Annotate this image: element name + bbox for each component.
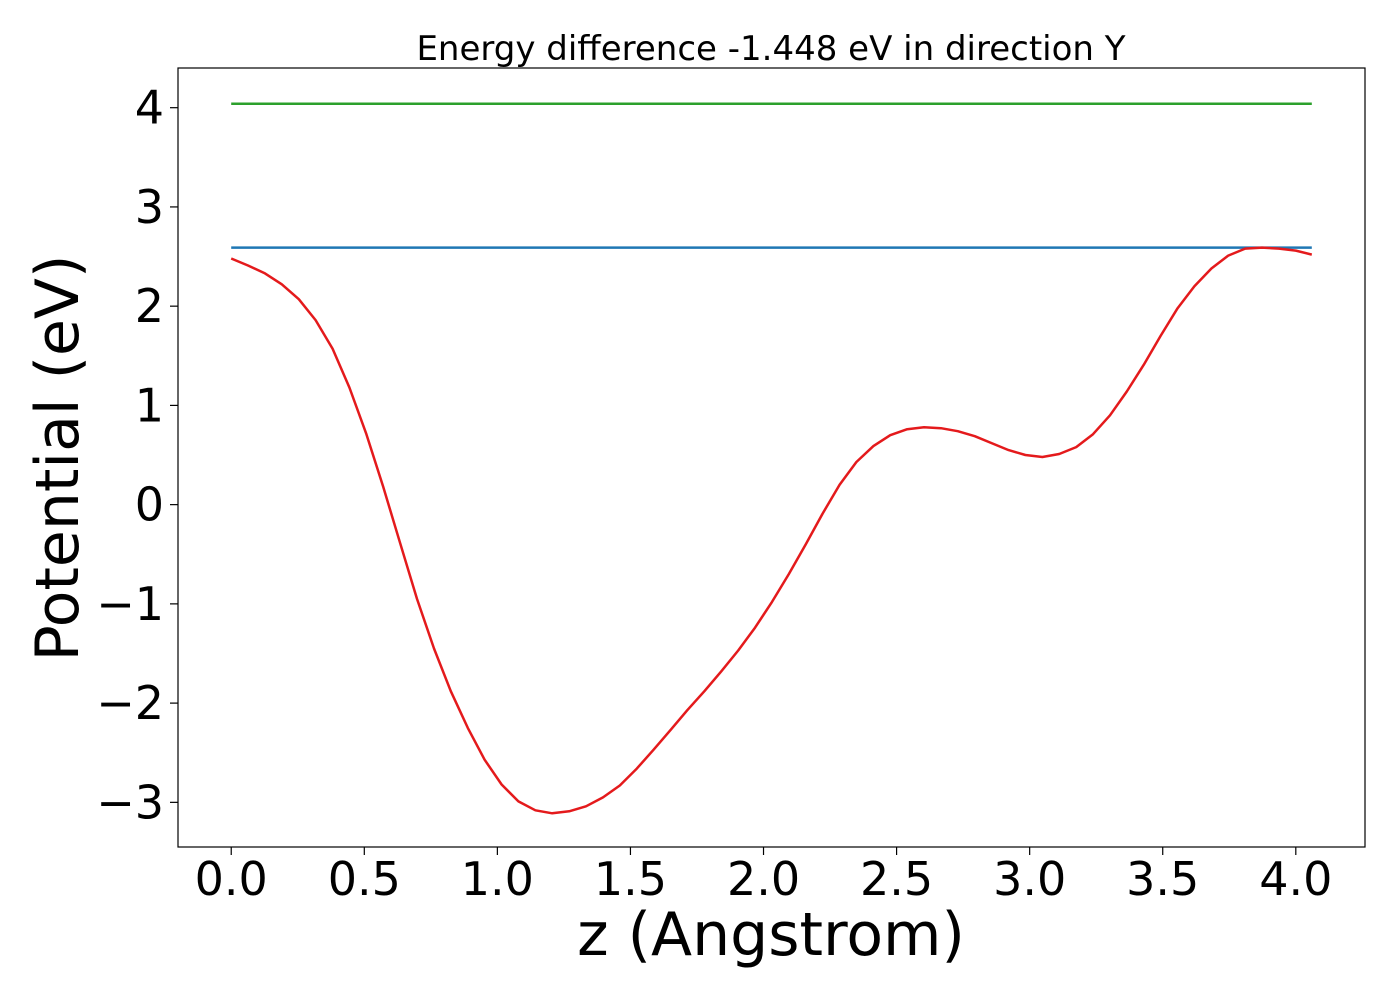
series-layer <box>230 102 1313 815</box>
y-tick-label: 3 <box>135 180 164 234</box>
y-tick-label: 1 <box>135 378 164 432</box>
plot-frame <box>177 67 1366 848</box>
x-axis-label: z (Angstrom) <box>577 900 965 970</box>
x-tick-label: 0.0 <box>195 852 268 906</box>
y-axis-label: Potential (eV) <box>23 255 93 662</box>
x-tick-label: 1.0 <box>461 852 534 906</box>
x-tick-label: 0.5 <box>328 852 401 906</box>
y-tick-label: −2 <box>96 676 164 730</box>
x-axis: 0.0 0.5 1.0 1.5 2.0 2.5 3.0 3.5 4.0 <box>195 847 1332 906</box>
chart-title: Energy difference -1.448 eV in direction… <box>416 29 1125 69</box>
y-tick-label: −1 <box>96 577 164 631</box>
y-tick-label: 0 <box>135 478 164 532</box>
series-line-3 <box>230 246 1313 815</box>
y-axis: −3 −2 −1 0 1 2 3 4 <box>96 81 178 829</box>
x-tick-label: 3.5 <box>1126 852 1199 906</box>
y-tick-label: 4 <box>135 81 164 135</box>
x-tick-label: 2.0 <box>727 852 800 906</box>
x-tick-label: 1.5 <box>594 852 667 906</box>
y-tick-label: −3 <box>96 775 164 829</box>
x-tick-label: 2.5 <box>860 852 933 906</box>
x-tick-label: 4.0 <box>1259 852 1332 906</box>
y-tick-label: 2 <box>135 279 164 333</box>
x-tick-label: 3.0 <box>993 852 1066 906</box>
